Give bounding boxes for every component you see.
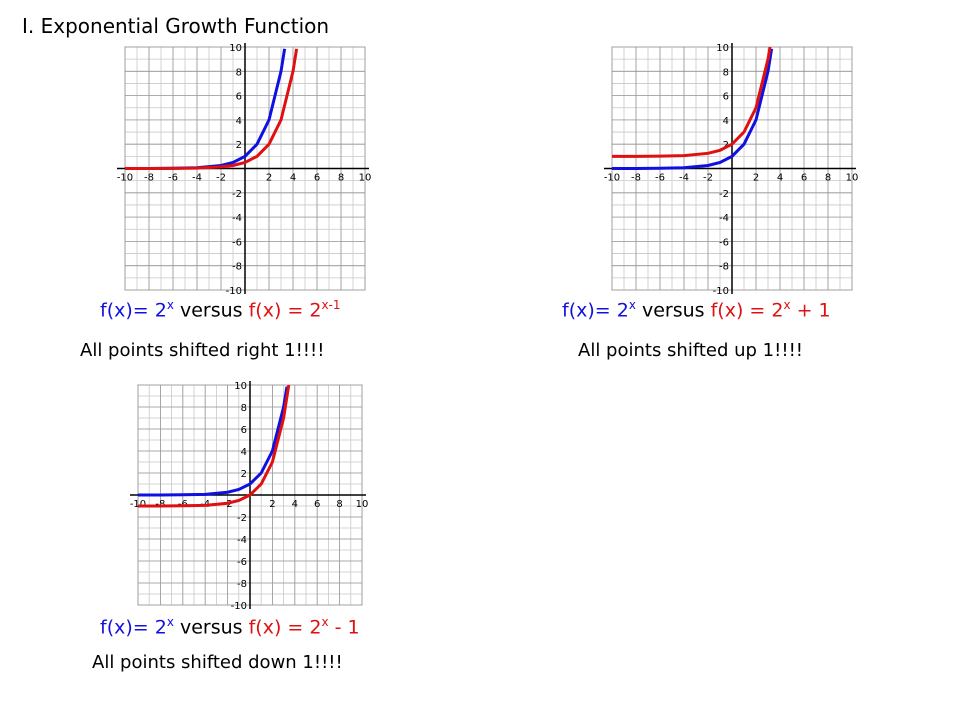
y-tick-label: 8 — [723, 67, 729, 78]
note: All points shifted down 1!!!! — [92, 652, 343, 673]
x-tick-label: 10 — [846, 173, 859, 184]
formula-part: f(x)= 2 — [562, 299, 629, 322]
formula: f(x)= 2x versus f(x) = 2x - 1 — [100, 615, 360, 638]
y-tick-label: 4 — [241, 447, 247, 458]
x-tick-label: -2 — [703, 173, 713, 184]
y-tick-label: -6 — [237, 557, 247, 568]
formula-part: f(x) = 2 — [248, 616, 322, 639]
formula-part: f(x)= 2 — [100, 299, 167, 322]
curve — [138, 386, 289, 497]
y-tick-label: -2 — [719, 189, 729, 200]
y-tick-label: -6 — [232, 237, 242, 248]
x-tick-label: 10 — [359, 173, 372, 184]
y-tick-label: 6 — [236, 92, 242, 103]
y-tick-label: 10 — [234, 381, 247, 392]
x-tick-label: -6 — [168, 173, 178, 184]
curve — [138, 385, 291, 508]
formula-part: x — [166, 298, 174, 312]
plot: -10 -8 -6 -4 -2 2 4 6 8 10 -10 -8 -6 -4 -2 2 4 6 8 10 — [117, 43, 372, 297]
x-tick-label: -4 — [192, 173, 202, 184]
y-tick-label: -6 — [719, 237, 729, 248]
formula-part: x — [783, 298, 791, 312]
curve — [125, 48, 299, 170]
y-tick-label: 2 — [241, 469, 247, 480]
note: All points shifted up 1!!!! — [578, 340, 803, 361]
x-tick-label: 2 — [266, 173, 272, 184]
x-tick-label: -10 — [117, 173, 133, 184]
y-tick-label: -8 — [237, 579, 247, 590]
formula-part: - 1 — [328, 616, 360, 639]
y-tick-label: -10 — [713, 286, 729, 297]
x-tick-label: -6 — [655, 173, 665, 184]
x-tick-label: 6 — [801, 173, 807, 184]
y-tick-label: -8 — [232, 262, 242, 273]
x-tick-label: -2 — [216, 173, 226, 184]
y-tick-label: -4 — [719, 213, 729, 224]
formula-part: x-1 — [321, 298, 341, 312]
y-tick-label: 4 — [723, 116, 729, 127]
formula-part: f(x) = 2 — [248, 299, 322, 322]
title: I. Exponential Growth Function — [22, 14, 330, 38]
formula: f(x)= 2x versus f(x) = 2x-1 — [100, 298, 341, 321]
y-tick-label: -4 — [237, 535, 247, 546]
formula-part: + 1 — [790, 299, 831, 322]
y-tick-label: 6 — [241, 425, 247, 436]
x-tick-label: 4 — [290, 173, 296, 184]
formula-part: x — [321, 615, 329, 629]
y-tick-label: 8 — [241, 403, 247, 414]
x-tick-label: -8 — [631, 173, 641, 184]
y-tick-label: -10 — [231, 601, 247, 612]
x-tick-label: 2 — [269, 499, 275, 510]
formula: f(x)= 2x versus f(x) = 2x + 1 — [562, 298, 831, 321]
y-tick-label: -2 — [232, 189, 242, 200]
y-tick-label: -2 — [237, 513, 247, 524]
y-tick-label: 2 — [236, 140, 242, 151]
x-tick-label: -8 — [144, 173, 154, 184]
y-tick-label: 4 — [236, 116, 242, 127]
formula-part: x — [166, 615, 174, 629]
x-tick-label: 4 — [777, 173, 783, 184]
curve — [612, 48, 774, 170]
x-tick-label: 8 — [825, 173, 831, 184]
x-tick-label: 2 — [753, 173, 759, 184]
x-tick-label: 6 — [314, 499, 320, 510]
note: All points shifted right 1!!!! — [80, 340, 325, 361]
formula-part: f(x)= 2 — [100, 616, 167, 639]
y-tick-label: 6 — [723, 92, 729, 103]
x-tick-label: 4 — [292, 499, 298, 510]
x-tick-label: 6 — [314, 173, 320, 184]
y-tick-label: 10 — [716, 43, 729, 54]
curve — [612, 47, 772, 158]
y-tick-label: -8 — [719, 262, 729, 273]
y-tick-label: -10 — [226, 286, 242, 297]
formula-part: versus — [635, 299, 711, 322]
formula-part: versus — [173, 616, 249, 639]
x-tick-label: 8 — [336, 499, 342, 510]
x-tick-label: 10 — [356, 499, 369, 510]
y-tick-label: -4 — [232, 213, 242, 224]
y-tick-label: 10 — [229, 43, 242, 54]
formula-part: f(x) = 2 — [710, 299, 784, 322]
y-tick-label: 8 — [236, 67, 242, 78]
x-tick-label: 8 — [338, 173, 344, 184]
formula-part: x — [628, 298, 636, 312]
x-tick-label: -10 — [604, 173, 620, 184]
x-tick-label: -4 — [679, 173, 689, 184]
formula-part: versus — [173, 299, 249, 322]
